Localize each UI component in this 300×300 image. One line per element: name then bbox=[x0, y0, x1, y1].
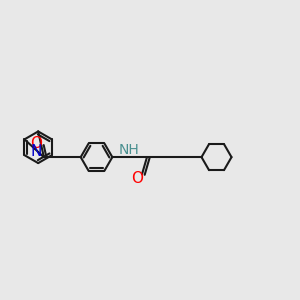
Text: NH: NH bbox=[118, 142, 139, 157]
Text: O: O bbox=[31, 136, 43, 151]
Text: N: N bbox=[31, 143, 42, 158]
Text: O: O bbox=[131, 172, 143, 187]
